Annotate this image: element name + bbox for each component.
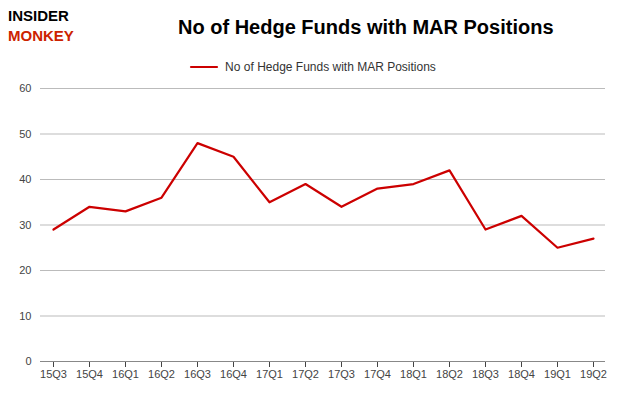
- svg-text:18Q4: 18Q4: [508, 368, 535, 380]
- svg-text:16Q2: 16Q2: [148, 368, 175, 380]
- svg-text:16Q1: 16Q1: [112, 368, 139, 380]
- html-text:No of Hedge Funds with MAR Pos: No of Hedge Funds with MAR Positions: [178, 16, 554, 38]
- svg-text:16Q3: 16Q3: [184, 368, 211, 380]
- svg-text:16Q4: 16Q4: [220, 368, 247, 380]
- svg-text:17Q3: 17Q3: [328, 368, 355, 380]
- svg-text:20: 20: [19, 264, 31, 276]
- svg-text:17Q4: 17Q4: [364, 368, 391, 380]
- html-text:INSIDER: INSIDER: [8, 7, 69, 24]
- svg-text:50: 50: [19, 128, 31, 140]
- svg-text:40: 40: [19, 173, 31, 185]
- svg-text:19Q1: 19Q1: [544, 368, 571, 380]
- svg-text:19Q2: 19Q2: [580, 368, 607, 380]
- svg-text:60: 60: [19, 82, 31, 94]
- svg-text:17Q1: 17Q1: [256, 368, 283, 380]
- svg-text:18Q2: 18Q2: [436, 368, 463, 380]
- svg-text:18Q3: 18Q3: [472, 368, 499, 380]
- svg-text:0: 0: [25, 355, 31, 367]
- svg-text:15Q4: 15Q4: [76, 368, 103, 380]
- html-text:MONKEY: MONKEY: [8, 27, 74, 44]
- svg-text:17Q2: 17Q2: [292, 368, 319, 380]
- html-text:No of Hedge Funds with MAR Pos: No of Hedge Funds with MAR Positions: [225, 60, 436, 74]
- svg-text:30: 30: [19, 219, 31, 231]
- svg-text:18Q1: 18Q1: [400, 368, 427, 380]
- svg-text:15Q3: 15Q3: [40, 368, 67, 380]
- svg-text:10: 10: [19, 310, 31, 322]
